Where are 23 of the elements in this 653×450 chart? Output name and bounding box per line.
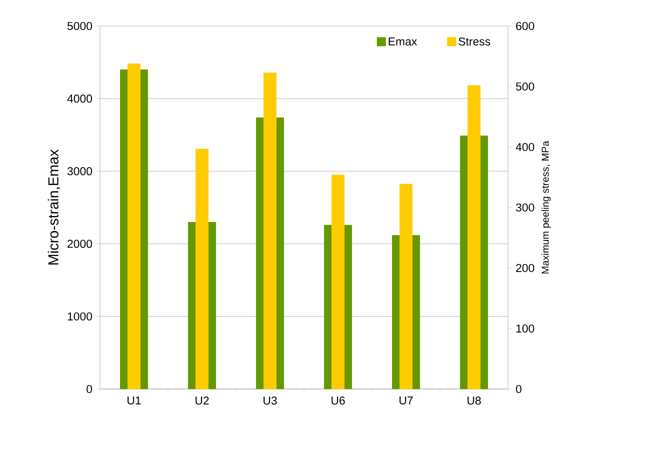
x-tick-label: U6 xyxy=(332,396,345,405)
y-tick-label: 5000 xyxy=(67,22,92,30)
y-axis-title: Micro-strain,Emax xyxy=(48,149,60,265)
y-tick-label: 2000 xyxy=(68,240,92,248)
legend-label: Stress xyxy=(458,37,490,46)
x-tick-label: U2 xyxy=(196,396,209,405)
y2-tick-label: 0 xyxy=(516,384,522,394)
y2-tick-label: 300 xyxy=(516,203,534,212)
x-tick-label: U7 xyxy=(400,396,413,405)
y-tick-label: 3000 xyxy=(67,167,92,176)
y-tick-label: 1000 xyxy=(68,312,92,320)
x-tick-label: U8 xyxy=(468,396,481,405)
y2-tick-label: 100 xyxy=(516,324,534,333)
y2-tick-label: 200 xyxy=(516,264,534,272)
legend-label: Emax xyxy=(388,38,418,46)
y-tick-label: 0 xyxy=(86,384,92,394)
x-tick-label: U3 xyxy=(264,396,277,405)
y-tick-label: 4000 xyxy=(67,94,92,103)
y2-tick-label: 400 xyxy=(516,142,534,152)
y2-axis-title: Maximum peeling stress, MPa xyxy=(541,140,551,274)
x-tick-label: U1 xyxy=(128,396,141,405)
y2-tick-label: 500 xyxy=(516,82,534,91)
y2-tick-label: 600 xyxy=(516,22,534,30)
